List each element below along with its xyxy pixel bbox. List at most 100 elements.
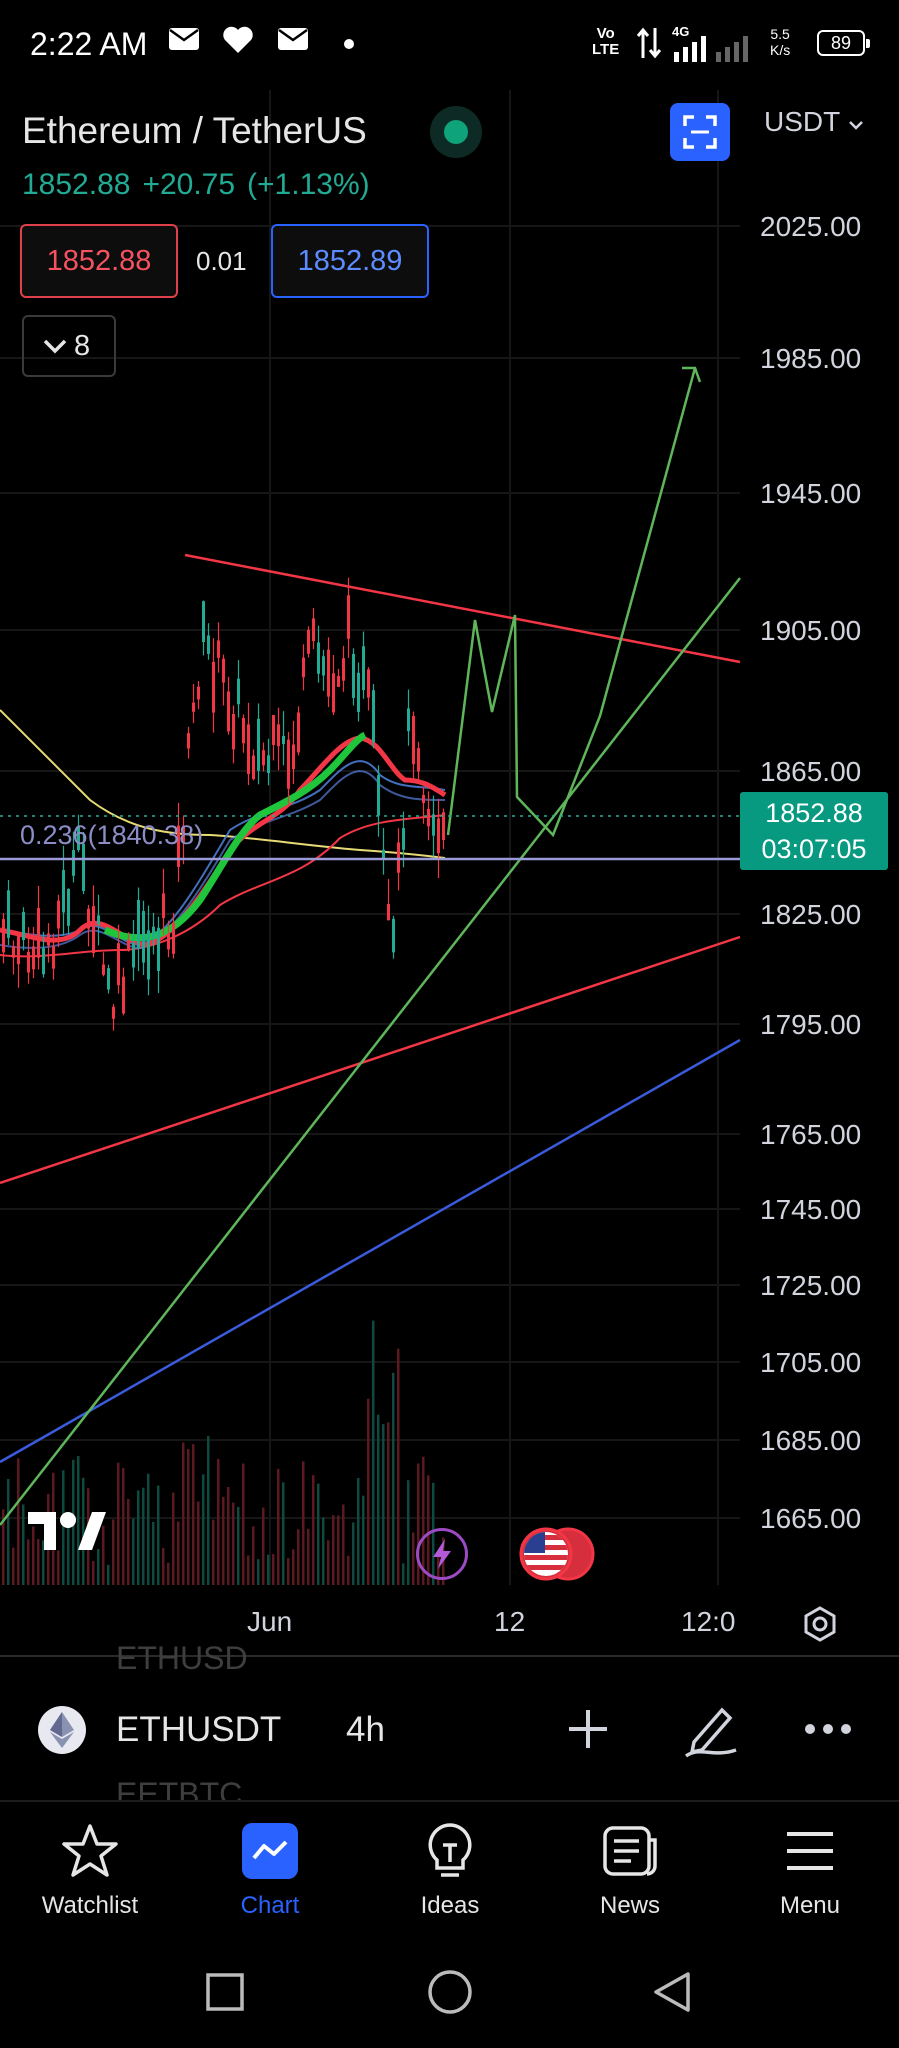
volume-bar xyxy=(32,1526,35,1585)
volume-bar xyxy=(167,1562,170,1585)
add-icon[interactable] xyxy=(562,1700,614,1758)
chart-icon xyxy=(242,1823,298,1879)
trendline-blue xyxy=(0,1038,741,1464)
volume-bar xyxy=(377,1414,380,1585)
recents-icon[interactable] xyxy=(203,1970,247,2014)
candle-body xyxy=(127,939,130,951)
currency-select[interactable]: USDT xyxy=(764,106,864,138)
price-axis-label: 1745.00 xyxy=(760,1194,862,1225)
volume-bar xyxy=(277,1468,280,1585)
candle-body xyxy=(197,686,200,700)
fullscreen-button[interactable] xyxy=(670,103,730,161)
divider xyxy=(0,1655,899,1657)
nav-news[interactable]: News xyxy=(540,1820,720,1920)
last-price: 1852.88 xyxy=(22,168,131,201)
candle-body xyxy=(287,739,290,789)
sell-button[interactable]: 1852.88 xyxy=(20,224,178,298)
volume-bar xyxy=(42,1540,45,1585)
system-navigation-bar xyxy=(0,1940,899,2048)
candle-body xyxy=(302,657,305,678)
more-options-icon[interactable] xyxy=(802,1700,854,1758)
buy-button[interactable]: 1852.89 xyxy=(271,224,429,298)
volume-bar xyxy=(157,1485,160,1585)
volume-bar xyxy=(187,1448,190,1585)
lightbulb-icon xyxy=(428,1823,472,1877)
volume-bar xyxy=(122,1468,125,1585)
candle-body xyxy=(227,691,230,732)
nav-label: News xyxy=(599,1892,660,1919)
price-axis-label: 1985.00 xyxy=(760,343,862,374)
home-icon[interactable] xyxy=(426,1970,474,2018)
draw-pen-icon[interactable] xyxy=(682,1700,740,1758)
volume-bar xyxy=(357,1478,360,1585)
candle-body xyxy=(177,825,180,867)
volume-bar xyxy=(362,1495,365,1585)
volume-bar xyxy=(287,1558,290,1585)
candle-body xyxy=(327,649,330,697)
candle-body xyxy=(212,661,215,713)
symbol-title[interactable]: Ethereum / TetherUS xyxy=(22,110,367,151)
market-status-indicator[interactable] xyxy=(430,106,482,158)
candle-body xyxy=(12,946,15,958)
volume-bar xyxy=(127,1498,130,1585)
volume-bar xyxy=(37,1539,40,1585)
candlesticks xyxy=(2,577,445,1031)
volume-bar xyxy=(82,1477,85,1585)
volume-bar xyxy=(117,1462,120,1585)
candle-body xyxy=(292,744,295,770)
candle-body xyxy=(142,911,145,963)
network-speed: 5.5 K/s xyxy=(770,26,791,58)
candle-body xyxy=(237,678,240,705)
candle-body xyxy=(207,635,210,654)
candle-body xyxy=(47,933,50,946)
volume-bar xyxy=(177,1521,180,1585)
volume-bar xyxy=(182,1442,185,1585)
star-icon xyxy=(62,1824,118,1877)
candle-body xyxy=(62,869,65,913)
volume-bar xyxy=(352,1522,355,1585)
candle-body xyxy=(257,718,260,771)
candle-body xyxy=(422,794,425,804)
volume-bar xyxy=(207,1435,210,1585)
volume-bar xyxy=(317,1483,320,1585)
symbol-ticker[interactable]: ETHUSDT xyxy=(116,1710,282,1749)
data-arrows-icon xyxy=(636,27,662,59)
interval-selector[interactable]: 4h xyxy=(346,1710,385,1749)
candle-body xyxy=(112,1006,115,1019)
volume-bar xyxy=(382,1424,385,1585)
volume-bar xyxy=(247,1555,250,1585)
flash-icon[interactable] xyxy=(416,1528,468,1580)
volume-bar xyxy=(407,1480,410,1585)
volume-bar xyxy=(62,1470,65,1585)
nav-watchlist[interactable]: Watchlist xyxy=(0,1820,180,1920)
volume-bar xyxy=(282,1482,285,1585)
nav-chart[interactable]: Chart xyxy=(180,1820,360,1920)
bar-countdown: 03:07:05 xyxy=(761,834,867,864)
nav-ideas[interactable]: Ideas xyxy=(360,1820,540,1920)
us-flag-icon[interactable] xyxy=(516,1526,598,1582)
candle-body xyxy=(92,906,95,954)
fullscreen-icon xyxy=(683,115,717,149)
indicators-toggle[interactable]: 8 xyxy=(22,315,116,377)
signal-icon xyxy=(674,36,748,62)
nav-label: Watchlist xyxy=(41,1892,139,1919)
volume-bar xyxy=(92,1560,95,1585)
price-axis-label: 1665.00 xyxy=(760,1503,862,1534)
volume-bar xyxy=(297,1529,300,1585)
candle-body xyxy=(367,669,370,698)
candle-body xyxy=(272,715,275,745)
nav-label: Chart xyxy=(240,1892,300,1919)
volume-bar xyxy=(302,1461,305,1585)
time-axis-label: Jun xyxy=(247,1606,293,1637)
volume-bar xyxy=(2,1509,5,1585)
volume-bar xyxy=(397,1348,400,1585)
volume-bar xyxy=(322,1517,325,1585)
price-axis-label: 1765.00 xyxy=(760,1119,862,1150)
settings-icon[interactable] xyxy=(800,1604,840,1644)
price-axis-label: 1705.00 xyxy=(760,1347,862,1378)
ethereum-logo-icon xyxy=(38,1706,86,1754)
nav-menu[interactable]: Menu xyxy=(720,1820,899,1920)
candle-body xyxy=(377,775,380,816)
candle-body xyxy=(162,893,165,919)
back-icon[interactable] xyxy=(650,1970,694,2014)
